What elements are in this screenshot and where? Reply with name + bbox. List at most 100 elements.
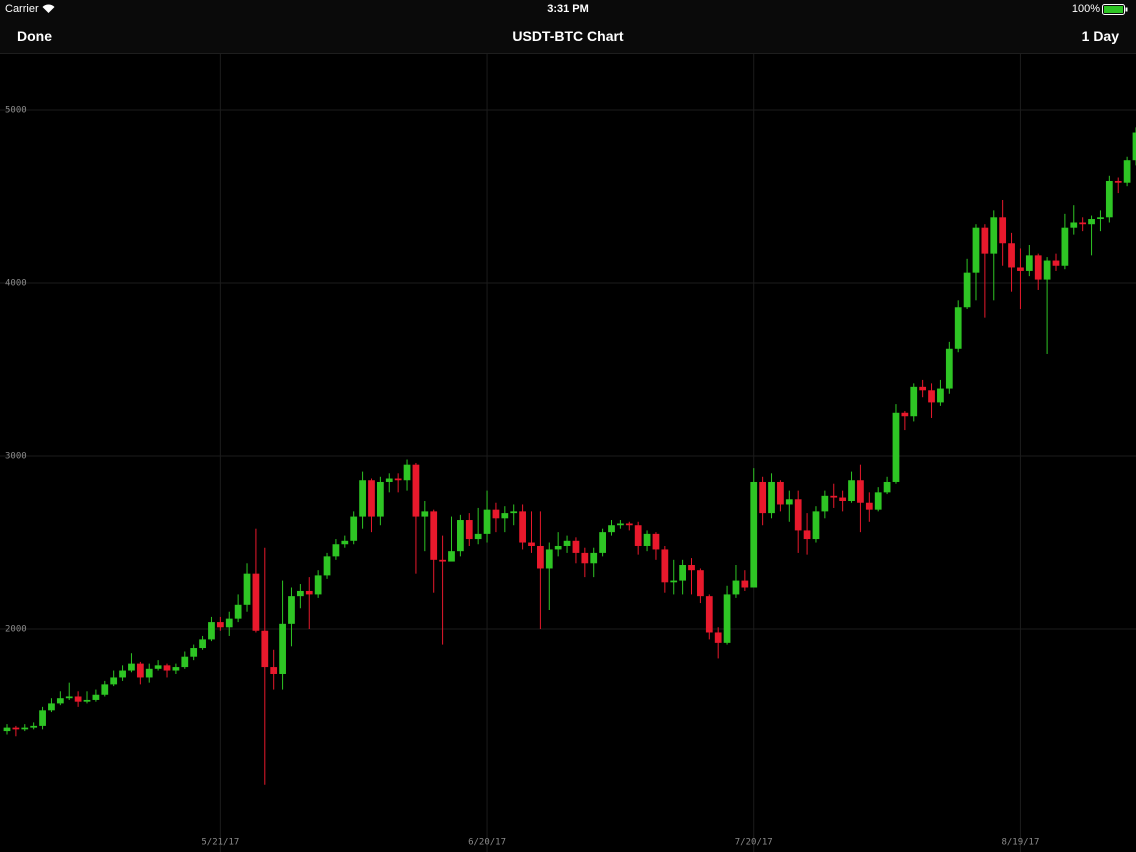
- candle-body: [261, 630, 269, 668]
- candle-body: [821, 495, 829, 512]
- candle-body: [892, 412, 900, 482]
- candle-body: [1114, 180, 1122, 183]
- candle-body: [190, 648, 198, 657]
- candle-body: [572, 540, 580, 553]
- done-button[interactable]: Done: [17, 28, 52, 44]
- y-tick-label: 3000: [5, 452, 27, 462]
- candle-body: [1008, 243, 1015, 268]
- candle-body: [456, 520, 464, 552]
- candle-body: [323, 556, 331, 576]
- candle-body: [794, 499, 802, 531]
- candle-body: [857, 480, 864, 503]
- candle-body: [537, 545, 544, 569]
- candle-body: [1070, 222, 1078, 228]
- candle-body: [954, 307, 962, 349]
- candle-body: [1043, 260, 1051, 280]
- candle-body: [812, 511, 820, 540]
- x-tick-label: 5/21/17: [201, 838, 239, 848]
- candle-body: [545, 549, 553, 569]
- candle-body: [448, 551, 455, 562]
- candle-body: [421, 511, 429, 517]
- candle-body: [759, 481, 767, 514]
- candle-body: [1017, 267, 1024, 271]
- candle-body: [1105, 180, 1113, 218]
- candle-body: [652, 533, 660, 550]
- candle-body: [243, 573, 251, 605]
- candle-body: [617, 523, 624, 526]
- candle-body: [883, 481, 891, 493]
- candle-body: [563, 540, 571, 546]
- candle-body: [510, 511, 518, 514]
- candle-body: [492, 509, 500, 519]
- candle-body: [48, 703, 55, 711]
- candle-body: [528, 542, 535, 546]
- candle-body: [608, 525, 615, 533]
- candle-body: [1123, 160, 1131, 183]
- candle-body: [252, 573, 260, 631]
- candle-body: [154, 665, 162, 669]
- candle-body: [688, 565, 695, 571]
- candle-body: [385, 478, 393, 482]
- candle-body: [199, 639, 206, 649]
- candle-body: [750, 481, 758, 588]
- candle-body: [599, 532, 606, 553]
- nav-title: USDT-BTC Chart: [512, 28, 624, 44]
- candle-body: [314, 575, 322, 595]
- candle-body: [848, 480, 855, 502]
- candle-body: [305, 590, 313, 595]
- carrier: Carrier: [5, 3, 39, 15]
- battery-percent: 100%: [1071, 3, 1100, 15]
- candle-body: [661, 549, 669, 583]
- candle-body: [483, 509, 491, 534]
- candle-body: [723, 594, 731, 643]
- candle-body: [1052, 260, 1060, 266]
- candle-body: [963, 272, 971, 308]
- candle-body: [30, 725, 38, 728]
- candle-body: [874, 492, 882, 510]
- candle-body: [581, 552, 589, 564]
- y-tick-label: 5000: [5, 106, 27, 116]
- candle-body: [928, 390, 935, 403]
- candle-body: [999, 217, 1007, 244]
- candle-body: [136, 663, 144, 678]
- candle-body: [945, 348, 953, 389]
- candle-body: [634, 525, 642, 546]
- candle-body: [679, 565, 687, 581]
- wifi-icon: [42, 4, 55, 13]
- candle-body: [430, 511, 438, 560]
- candle-body: [163, 665, 171, 671]
- candle-body: [501, 513, 509, 519]
- candle-body: [359, 480, 366, 517]
- candle-body: [21, 727, 29, 730]
- candle-body: [741, 580, 749, 588]
- battery-icon: [1102, 4, 1128, 15]
- candle-body: [110, 677, 118, 685]
- candle-body: [56, 698, 64, 704]
- candle-body: [474, 533, 482, 540]
- candle-body: [1132, 132, 1136, 161]
- candle-body: [234, 604, 242, 619]
- candle-body: [714, 632, 722, 643]
- interval-button[interactable]: 1 Day: [1081, 28, 1119, 44]
- candle-body: [83, 699, 91, 702]
- candle-body: [279, 623, 286, 674]
- status-bar: Carrier 3:31 PM 100%: [0, 0, 1136, 18]
- candle-body: [670, 580, 678, 583]
- candle-body: [3, 727, 11, 732]
- candle-body: [937, 388, 944, 403]
- x-tick-label: 8/19/17: [1001, 838, 1039, 848]
- candle-body: [1034, 255, 1042, 280]
- candle-body: [270, 667, 278, 674]
- candle-body: [225, 618, 233, 628]
- candle-body: [296, 590, 304, 597]
- candle-body: [394, 478, 402, 481]
- candle-body: [865, 502, 873, 510]
- candle-body: [972, 227, 980, 273]
- candle-body: [288, 596, 295, 624]
- candle-body: [768, 481, 775, 514]
- candle-body: [119, 670, 126, 678]
- candle-body: [465, 520, 473, 540]
- candle-body: [350, 516, 358, 541]
- candle-body: [412, 464, 420, 517]
- y-tick-label: 2000: [5, 625, 27, 635]
